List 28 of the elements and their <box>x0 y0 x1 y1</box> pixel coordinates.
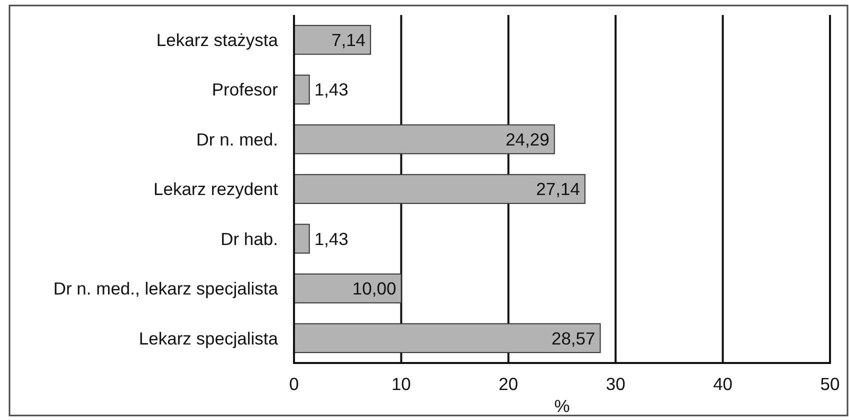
x-tick-label: 30 <box>606 374 626 394</box>
bar <box>294 274 402 304</box>
bar <box>294 323 601 354</box>
x-tick-label: 20 <box>498 374 518 394</box>
data-label: 1,43 <box>314 80 348 100</box>
bar <box>294 74 310 104</box>
y-tick-label: Lekarz stażysta <box>156 30 278 50</box>
y-tick-label: Lekarz specjalista <box>138 328 278 348</box>
data-label: 7,14 <box>331 30 366 50</box>
y-tick-label: Dr n. med. <box>196 129 278 150</box>
y-tick-label: Dr hab. <box>220 228 278 249</box>
x-axis-title: % <box>554 396 570 416</box>
data-label: 10,00 <box>352 278 396 299</box>
x-tick-label: 10 <box>391 374 412 394</box>
y-tick-label: Dr n. med., lekarz specjalista <box>53 278 278 299</box>
data-label: 1,43 <box>314 228 348 249</box>
y-tick-label: Profesor <box>212 80 278 100</box>
x-tick-label: 40 <box>713 374 733 394</box>
bar <box>294 24 372 55</box>
data-label: 24,29 <box>506 129 550 150</box>
data-label: 28,57 <box>551 328 596 348</box>
bar <box>294 174 586 204</box>
x-tick-label: 50 <box>820 374 840 394</box>
bar <box>294 224 310 254</box>
bar <box>294 124 555 154</box>
x-tick-label: 0 <box>289 374 300 394</box>
data-label: 27,14 <box>536 179 580 200</box>
y-tick-label: Lekarz rezydent <box>153 179 278 200</box>
